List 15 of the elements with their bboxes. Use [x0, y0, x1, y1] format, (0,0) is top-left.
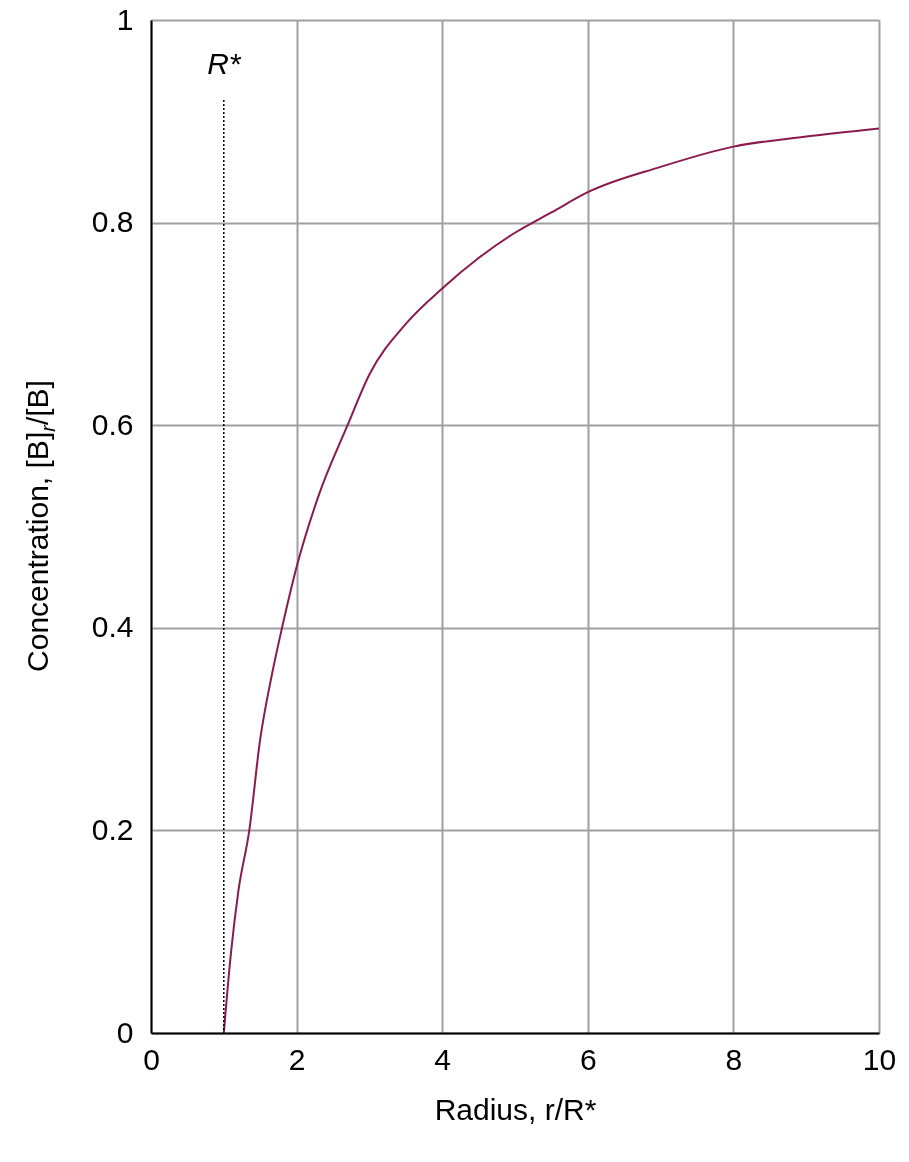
- y-tick-label: 0: [116, 1015, 134, 1049]
- ref-line-label: R*: [207, 47, 242, 80]
- y-tick-label: 0.6: [91, 407, 134, 441]
- y-tick-label: 0.4: [91, 610, 134, 644]
- x-tick-label: 10: [862, 1042, 897, 1076]
- x-tick-label: 4: [434, 1042, 452, 1076]
- x-tick-label: 6: [579, 1042, 597, 1076]
- y-tick-label: 0.8: [91, 205, 134, 239]
- x-axis-title: Radius, r/R*: [434, 1092, 597, 1126]
- x-tick-label: 0: [143, 1042, 160, 1076]
- x-tick-label: 2: [288, 1042, 306, 1076]
- y-tick-label: 1: [116, 2, 134, 36]
- x-tick-label: 8: [725, 1042, 743, 1076]
- y-tick-label: 0.2: [91, 812, 134, 846]
- line-series: [222, 127, 880, 1034]
